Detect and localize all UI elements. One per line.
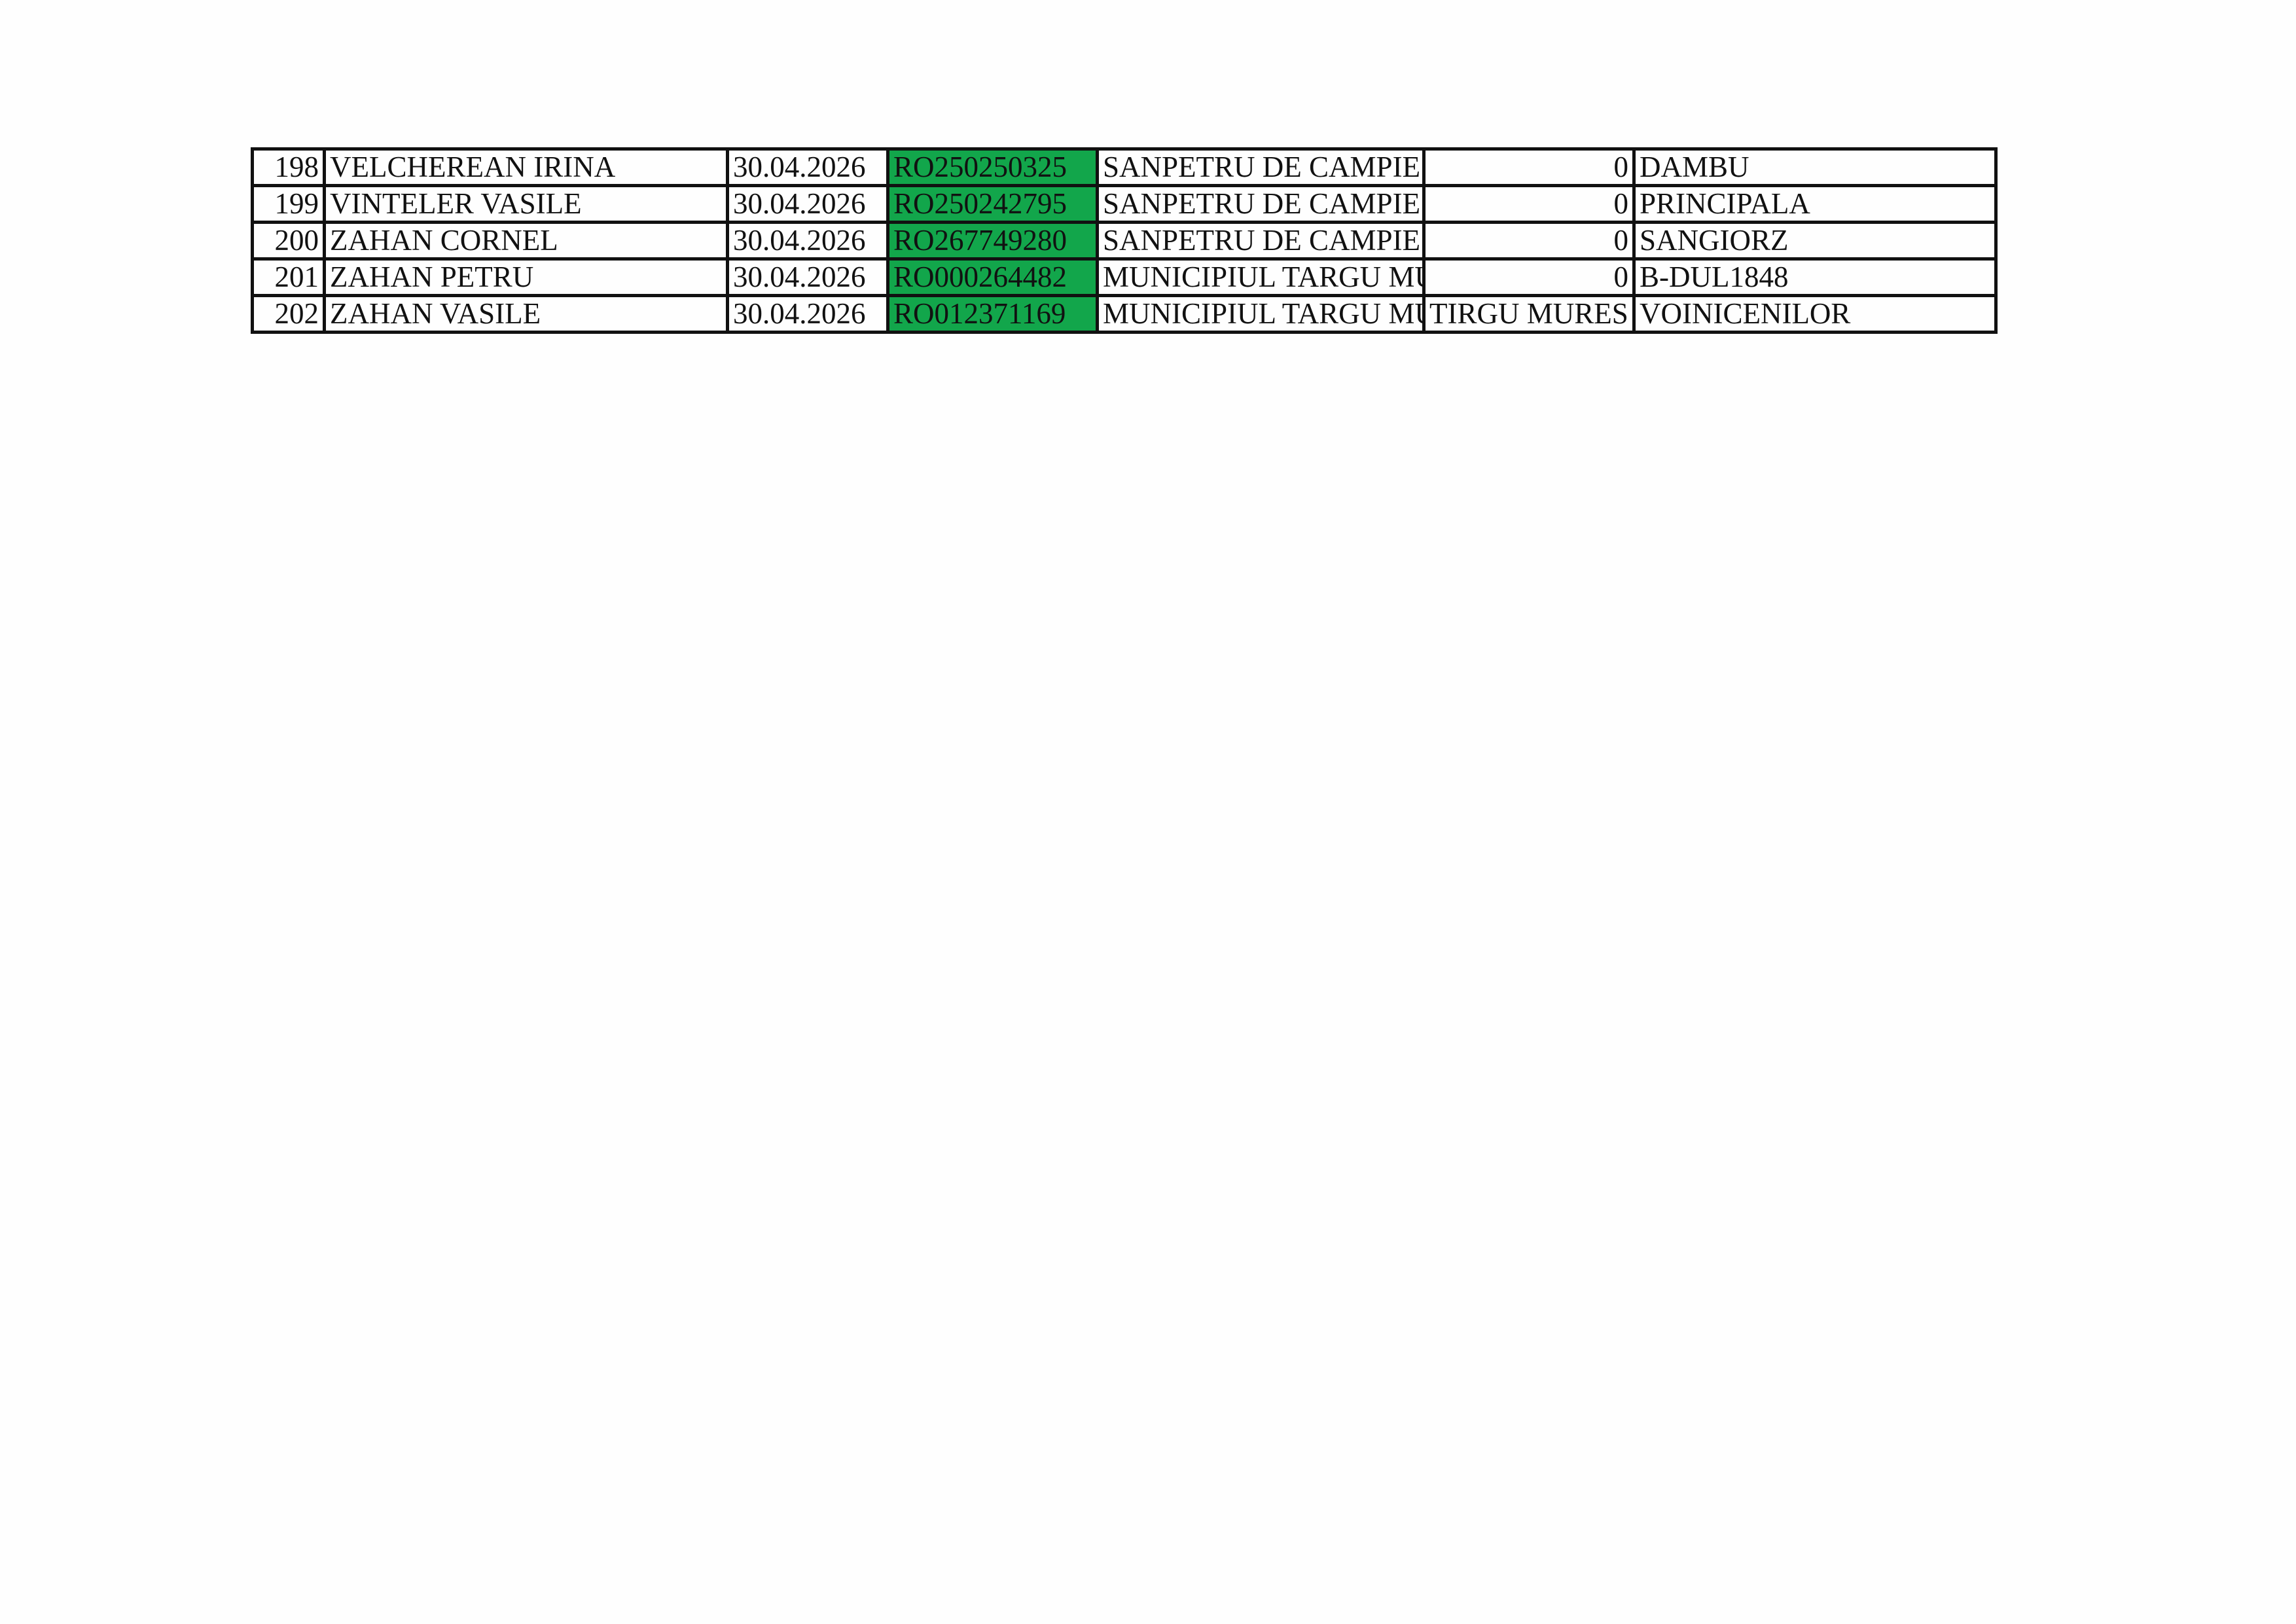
table-row: 201 ZAHAN PETRU 30.04.2026 RO000264482 MUNIC…: [251, 257, 1998, 297]
name-cell: ZAHAN PETRU: [323, 257, 729, 297]
village-cell: 0: [1422, 184, 1636, 224]
locality-cell: MUNICIPIUL TARGU MURES: [1096, 294, 1426, 334]
street-cell: VOINICENILOR: [1632, 294, 1998, 334]
row-number-cell: 202: [251, 294, 326, 334]
locality-cell: SANPETRU DE CAMPIE: [1096, 184, 1426, 224]
code-cell: RO012371169: [886, 294, 1099, 334]
table-row: 202 ZAHAN VASILE 30.04.2026 RO012371169 MUNI…: [251, 294, 1998, 334]
code-cell: RO000264482: [886, 257, 1099, 297]
code-cell: RO250250325: [886, 147, 1099, 187]
name-cell: VELCHEREAN IRINA: [323, 147, 729, 187]
date-cell: 30.04.2026: [726, 184, 889, 224]
row-number-cell: 199: [251, 184, 326, 224]
code-cell: RO267749280: [886, 221, 1099, 261]
street-cell: SANGIORZ: [1632, 221, 1998, 261]
table-row: 198 VELCHEREAN IRINA 30.04.2026 RO250250325…: [251, 147, 1998, 187]
village-cell: 0: [1422, 257, 1636, 297]
table-body: 198 VELCHEREAN IRINA 30.04.2026 RO250250325…: [251, 147, 1998, 334]
table-row: 199 VINTELER VASILE 30.04.2026 RO250242795 S…: [251, 184, 1998, 224]
street-cell: DAMBU: [1632, 147, 1998, 187]
name-cell: ZAHAN CORNEL: [323, 221, 729, 261]
table-row: 200 ZAHAN CORNEL 30.04.2026 RO267749280 SANP…: [251, 221, 1998, 261]
street-cell: B-DUL1848: [1632, 257, 1998, 297]
village-cell: TIRGU MURES: [1422, 294, 1636, 334]
street-cell: PRINCIPALA: [1632, 184, 1998, 224]
date-cell: 30.04.2026: [726, 221, 889, 261]
date-cell: 30.04.2026: [726, 294, 889, 334]
village-cell: 0: [1422, 221, 1636, 261]
date-cell: 30.04.2026: [726, 257, 889, 297]
row-number-cell: 200: [251, 221, 326, 261]
village-cell: 0: [1422, 147, 1636, 187]
data-table: 198 VELCHEREAN IRINA 30.04.2026 RO250250325…: [251, 147, 1998, 334]
locality-cell: MUNICIPIUL TARGU MURES: [1096, 257, 1426, 297]
name-cell: ZAHAN VASILE: [323, 294, 729, 334]
row-number-cell: 201: [251, 257, 326, 297]
name-cell: VINTELER VASILE: [323, 184, 729, 224]
locality-cell: SANPETRU DE CAMPIE: [1096, 147, 1426, 187]
locality-cell: SANPETRU DE CAMPIE: [1096, 221, 1426, 261]
date-cell: 30.04.2026: [726, 147, 889, 187]
row-number-cell: 198: [251, 147, 326, 187]
code-cell: RO250242795: [886, 184, 1099, 224]
